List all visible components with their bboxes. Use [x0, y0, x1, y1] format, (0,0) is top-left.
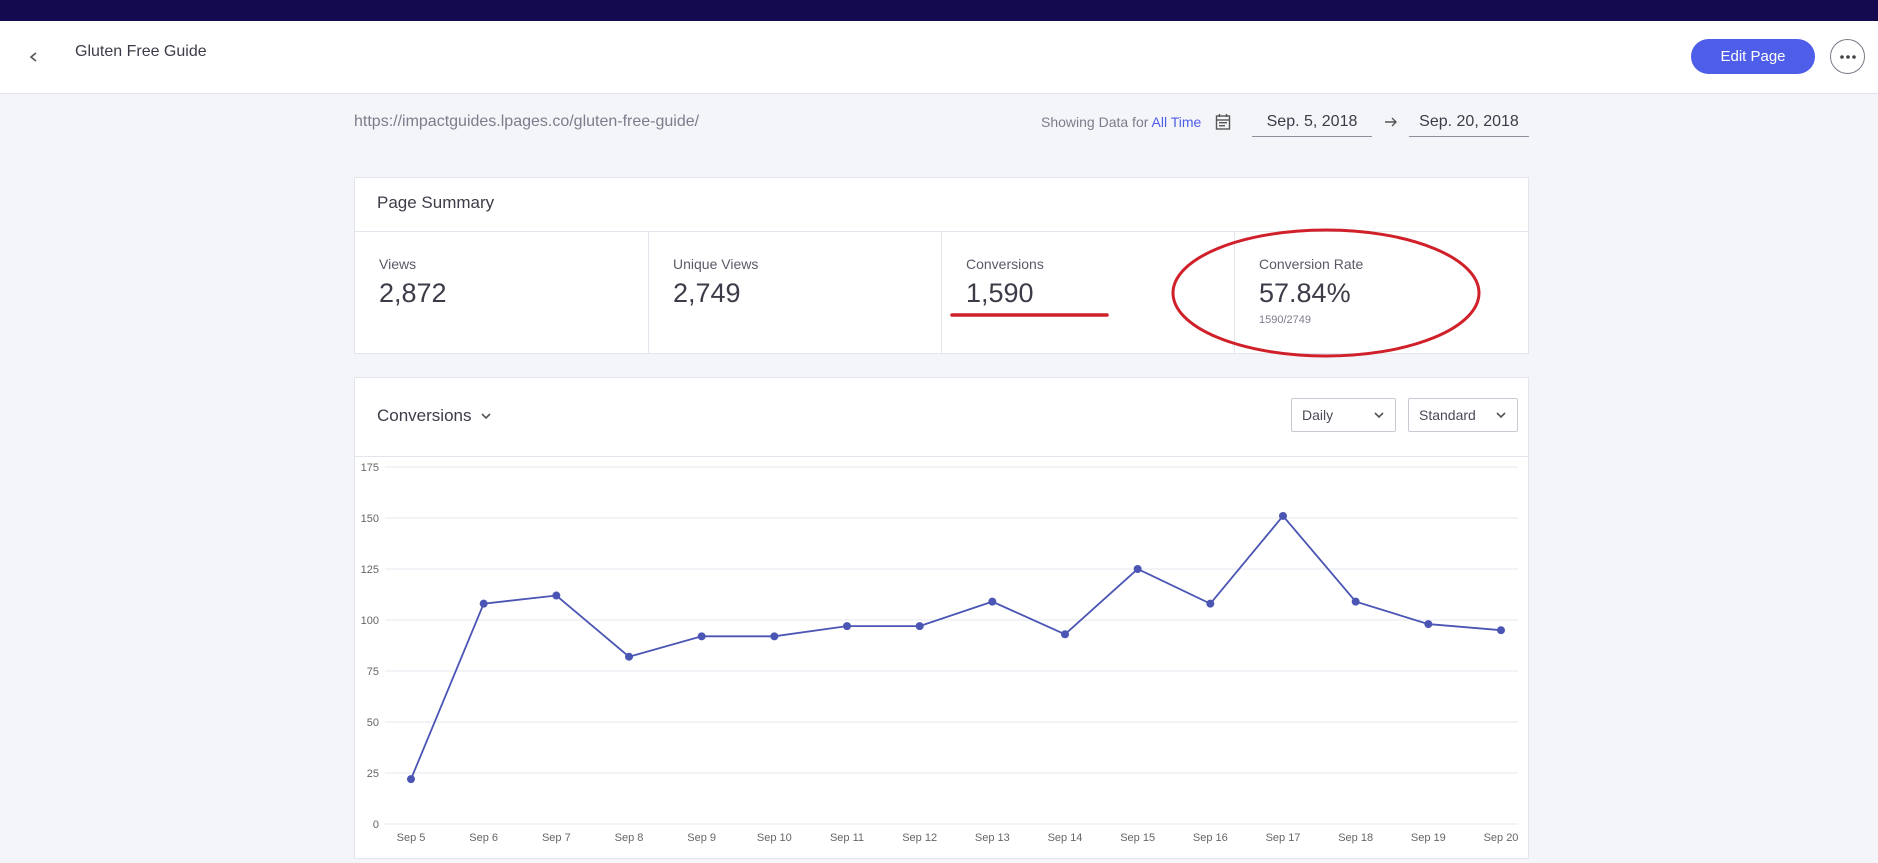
- x-tick-label: Sep 16: [1193, 832, 1228, 844]
- time-range-link[interactable]: All Time: [1151, 114, 1202, 130]
- data-point: [407, 775, 415, 784]
- top-bar: [0, 0, 1878, 21]
- stat-unique-views: Unique Views 2,749: [648, 232, 942, 353]
- chart-title: Conversions: [377, 406, 472, 425]
- stat-value: 57.84%: [1259, 278, 1351, 308]
- x-tick-label: Sep 14: [1048, 832, 1083, 844]
- x-tick-label: Sep 18: [1338, 832, 1373, 844]
- showing-data-label: Showing Data for All Time: [1041, 114, 1201, 130]
- stat-sub-value: 1590/2749: [1259, 314, 1311, 326]
- mode-select[interactable]: Standard: [1408, 398, 1518, 432]
- page-url[interactable]: https://impactguides.lpages.co/gluten-fr…: [354, 113, 700, 130]
- more-dots-icon: [1839, 54, 1856, 59]
- divider: [355, 456, 1528, 457]
- chevron-left-icon: [29, 52, 37, 62]
- y-tick-label: 125: [361, 564, 379, 576]
- showing-prefix: Showing Data for: [1041, 114, 1152, 130]
- data-point: [479, 599, 488, 608]
- stat-value: 1,590: [966, 278, 1034, 308]
- x-tick-label: Sep 6: [469, 832, 498, 844]
- y-tick-label: 25: [367, 768, 379, 780]
- interval-select[interactable]: Daily: [1291, 398, 1396, 432]
- series-line: [410, 514, 1502, 780]
- y-tick-label: 150: [361, 513, 379, 525]
- x-tick-label: Sep 5: [397, 832, 426, 844]
- end-date-field[interactable]: Sep. 20, 2018: [1409, 107, 1529, 137]
- stat-conversion-rate: Conversion Rate 57.84% 1590/2749: [1234, 232, 1528, 353]
- data-point: [1279, 511, 1287, 520]
- divider: [355, 231, 1528, 232]
- y-tick-label: 0: [373, 819, 379, 831]
- stat-value: 2,872: [379, 278, 447, 308]
- data-point: [1424, 620, 1433, 629]
- stat-label: Conversion Rate: [1259, 256, 1364, 272]
- stat-views: Views 2,872: [355, 232, 648, 353]
- page-header: Gluten Free Guide Edit Page: [0, 21, 1878, 94]
- x-tick-label: Sep 13: [975, 832, 1010, 844]
- data-point: [697, 632, 706, 641]
- y-tick-label: 100: [361, 615, 379, 627]
- chevron-down-icon: [1374, 412, 1384, 419]
- x-tick-label: Sep 20: [1484, 832, 1519, 844]
- arrow-right-icon: [1384, 115, 1398, 129]
- y-tick-label: 75: [367, 666, 379, 678]
- page-title: Gluten Free Guide: [75, 43, 207, 60]
- x-tick-label: Sep 12: [902, 832, 937, 844]
- x-tick-label: Sep 9: [687, 832, 716, 844]
- calendar-icon[interactable]: [1215, 113, 1231, 131]
- mode-value: Standard: [1419, 407, 1476, 423]
- more-options-button[interactable]: [1830, 39, 1865, 74]
- data-point: [1497, 626, 1505, 635]
- stat-conversions: Conversions 1,590: [941, 232, 1235, 353]
- data-point: [1061, 630, 1069, 639]
- x-tick-label: Sep 7: [542, 832, 571, 844]
- chevron-down-icon: [480, 413, 491, 420]
- back-button[interactable]: [24, 47, 44, 67]
- data-point: [770, 632, 779, 641]
- stat-label: Conversions: [966, 256, 1044, 272]
- x-tick-label: Sep 10: [757, 832, 792, 844]
- chevron-down-icon: [1496, 412, 1506, 419]
- stat-label: Unique Views: [673, 256, 759, 272]
- metric-dropdown[interactable]: Conversions: [377, 406, 492, 426]
- data-point: [1133, 565, 1142, 573]
- stat-value: 2,749: [673, 278, 741, 308]
- page-summary-card: Page Summary Views 2,872 Unique Views 2,…: [354, 177, 1529, 354]
- data-point: [843, 622, 851, 631]
- summary-title: Page Summary: [377, 193, 495, 212]
- edit-page-button[interactable]: Edit Page: [1691, 39, 1815, 74]
- conversions-line-chart: 0 25 50 75 100 125 150 175 Sep 5 Sep 6 Sep 7 Sep 8 S…: [361, 462, 1519, 844]
- y-tick-label: 175: [361, 462, 379, 474]
- interval-value: Daily: [1302, 407, 1334, 423]
- stat-label: Views: [379, 256, 417, 272]
- x-tick-label: Sep 15: [1120, 832, 1155, 844]
- x-tick-label: Sep 17: [1266, 832, 1301, 844]
- data-point: [988, 597, 997, 606]
- data-point: [1351, 597, 1360, 606]
- x-tick-label: Sep 19: [1411, 832, 1446, 844]
- x-tick-label: Sep 11: [830, 832, 864, 844]
- y-tick-label: 50: [367, 717, 379, 729]
- start-date-field[interactable]: Sep. 5, 2018: [1252, 107, 1372, 137]
- data-point: [915, 622, 924, 631]
- data-point: [625, 652, 633, 661]
- x-tick-label: Sep 8: [615, 832, 644, 844]
- data-point: [552, 591, 561, 600]
- conversions-chart-card: Conversions Daily Standard 0 25 50 75 100 125…: [354, 377, 1529, 859]
- data-point: [1206, 599, 1215, 608]
